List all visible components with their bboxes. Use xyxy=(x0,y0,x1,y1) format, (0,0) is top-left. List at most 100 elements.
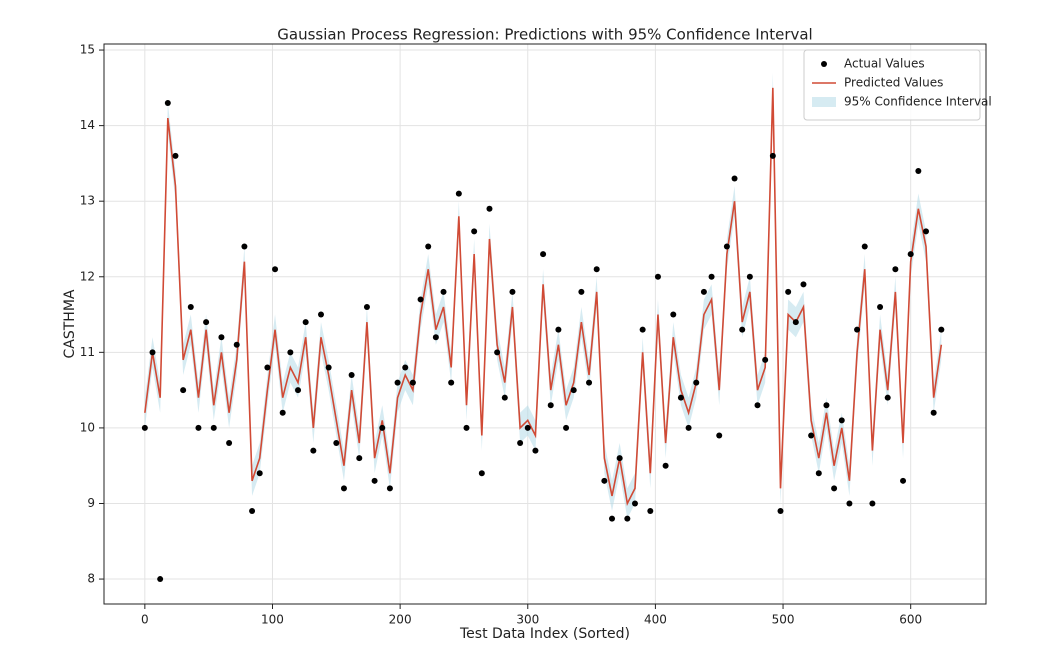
data-point xyxy=(348,372,355,379)
data-point xyxy=(777,508,784,515)
plot-frame xyxy=(103,43,987,605)
legend-swatch xyxy=(821,61,827,67)
data-point xyxy=(486,205,493,212)
data-point xyxy=(938,326,945,333)
y-tick-label: 12 xyxy=(80,269,95,283)
data-point xyxy=(494,349,501,356)
y-axis-label: CASTHMA xyxy=(62,289,78,358)
data-point xyxy=(892,266,899,273)
legend-label: Actual Values xyxy=(844,57,925,71)
data-point xyxy=(815,470,822,477)
data-point xyxy=(448,379,455,386)
data-point xyxy=(218,334,225,341)
data-point xyxy=(700,288,707,295)
data-point xyxy=(846,500,853,507)
y-tick-label: 10 xyxy=(80,420,95,434)
data-point xyxy=(570,387,577,394)
data-point xyxy=(723,243,730,250)
data-point xyxy=(463,424,470,431)
data-point xyxy=(624,515,631,522)
data-point xyxy=(241,243,248,250)
data-point xyxy=(731,175,738,182)
y-tick-label: 13 xyxy=(80,194,95,208)
x-tick-label: 100 xyxy=(261,613,284,627)
legend-box xyxy=(803,49,981,121)
data-point xyxy=(670,311,677,318)
data-point xyxy=(141,424,148,431)
data-point xyxy=(685,424,692,431)
data-point xyxy=(478,470,485,477)
data-point xyxy=(639,326,646,333)
data-point xyxy=(586,379,593,386)
data-point xyxy=(708,273,715,280)
x-tick-label: 600 xyxy=(899,613,922,627)
data-point xyxy=(340,485,347,492)
data-point xyxy=(386,485,393,492)
data-point xyxy=(739,326,746,333)
data-point xyxy=(172,152,179,159)
data-point xyxy=(900,477,907,484)
data-point xyxy=(310,447,317,454)
data-point xyxy=(800,281,807,288)
data-point xyxy=(517,440,524,447)
data-point xyxy=(654,273,661,280)
data-point xyxy=(394,379,401,386)
data-point xyxy=(693,379,700,386)
data-point xyxy=(180,387,187,394)
data-point xyxy=(877,303,884,310)
data-point xyxy=(808,432,815,439)
data-point xyxy=(907,251,914,258)
data-point xyxy=(555,326,562,333)
data-point xyxy=(716,432,723,439)
data-point xyxy=(317,311,324,318)
data-point xyxy=(371,477,378,484)
data-point xyxy=(631,500,638,507)
data-point xyxy=(578,288,585,295)
data-point xyxy=(203,319,210,326)
data-point xyxy=(363,303,370,310)
data-point xyxy=(302,319,309,326)
data-point xyxy=(455,190,462,197)
data-point xyxy=(540,251,547,258)
data-point xyxy=(333,440,340,447)
data-point xyxy=(471,228,478,235)
x-tick-label: 300 xyxy=(516,613,539,627)
x-tick-label: 0 xyxy=(141,613,149,627)
prediction-line xyxy=(144,87,943,507)
data-point xyxy=(164,99,171,106)
data-point xyxy=(609,515,616,522)
data-point xyxy=(409,379,416,386)
data-point xyxy=(501,394,508,401)
data-point xyxy=(356,455,363,462)
data-point xyxy=(379,424,386,431)
data-point xyxy=(563,424,570,431)
data-point xyxy=(647,508,654,515)
data-point xyxy=(279,409,286,416)
data-point xyxy=(249,508,256,515)
y-tick-label: 8 xyxy=(87,572,95,586)
data-point xyxy=(677,394,684,401)
data-point xyxy=(417,296,424,303)
data-point xyxy=(149,349,156,356)
y-tick-label: 14 xyxy=(80,118,95,132)
data-point xyxy=(792,319,799,326)
legend-swatch xyxy=(812,97,836,107)
data-point xyxy=(854,326,861,333)
data-point xyxy=(662,462,669,469)
data-point xyxy=(838,417,845,424)
data-point xyxy=(226,440,233,447)
data-point xyxy=(233,341,240,348)
data-point xyxy=(256,470,263,477)
data-point xyxy=(210,424,217,431)
data-point xyxy=(884,394,891,401)
data-point xyxy=(754,402,761,409)
data-point xyxy=(532,447,539,454)
data-point xyxy=(425,243,432,250)
data-point xyxy=(272,266,279,273)
data-point xyxy=(923,228,930,235)
plot xyxy=(141,72,945,583)
y-tick-label: 11 xyxy=(80,345,95,359)
data-point xyxy=(915,167,922,174)
